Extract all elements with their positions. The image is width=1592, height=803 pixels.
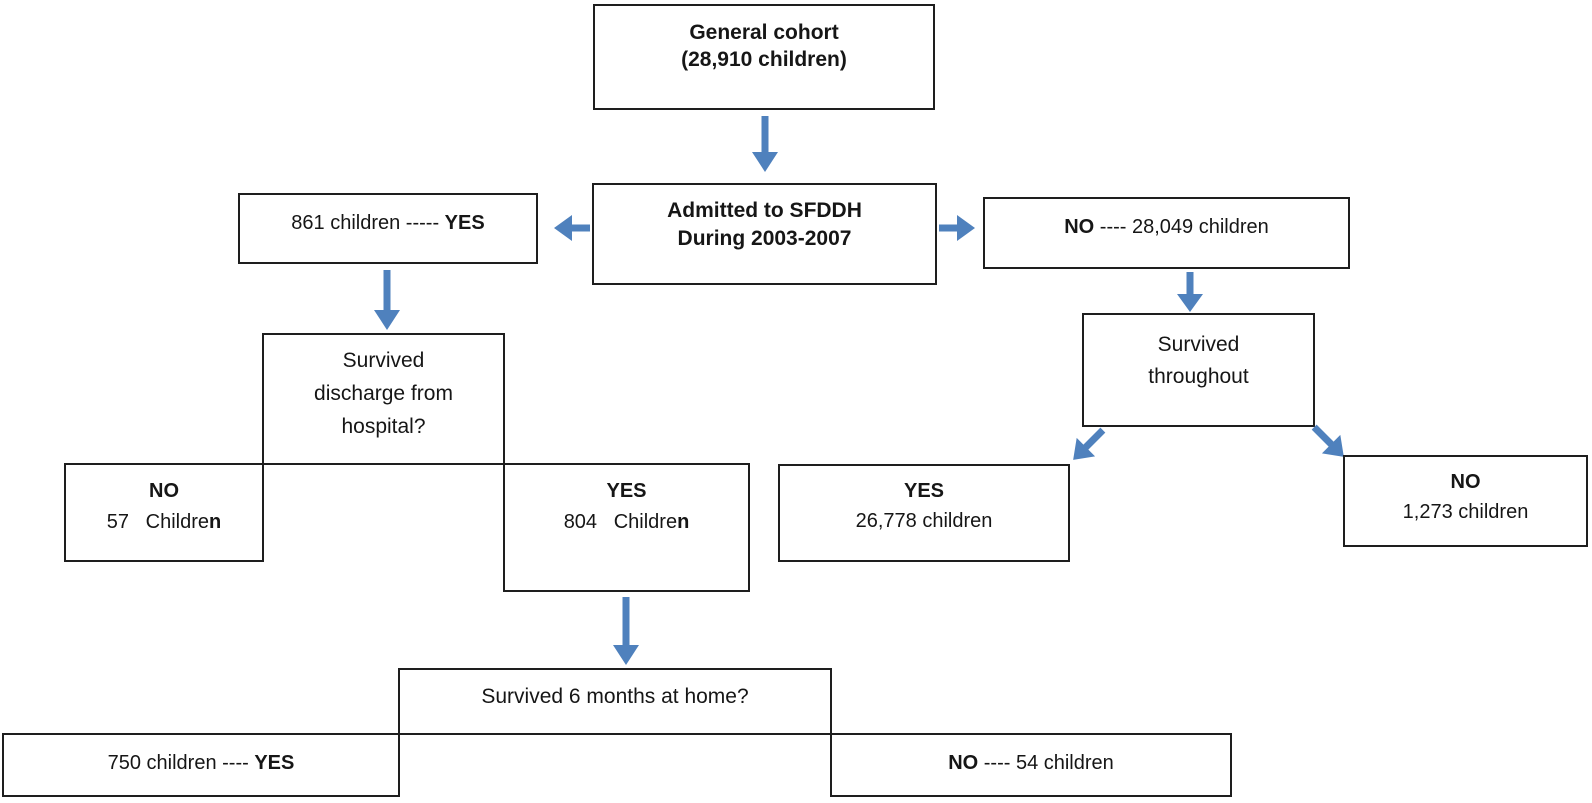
node-general-cohort: General cohort (28,910 children) [593,4,935,110]
node-text: General cohort [689,21,839,44]
arrow-admitted-to-no [939,215,975,241]
node-throughout-yes-26778: YES 26,778 children [778,464,1070,562]
node-survived-6months-question: Survived 6 months at home? [398,668,832,735]
node-text: (28,910 children) [681,48,847,71]
arrow-admitted-to-yes [554,215,590,241]
node-discharge-no-57: NO 57 Children [64,463,264,562]
verdict-text: YES [444,212,485,234]
verdict-label: YES [903,480,945,502]
arrow-yes861-to-survived-discharge [374,270,400,330]
node-throughout-no-1273: NO 1,273 children [1343,455,1588,547]
verdict-label: YES [606,480,647,502]
arrow-no28049-to-survived-throughout [1177,272,1203,312]
node-admitted-no-28049: NO ---- 28,049 children [983,197,1350,269]
node-text: Survived [1157,333,1240,356]
count-text: 861 children ----- [291,212,445,234]
count-label-bold-tail: n [209,511,222,533]
verdict-text: YES [780,476,1068,506]
verdict-text: YES [254,752,295,774]
node-text: Admitted to SFDDH [667,199,862,222]
node-survived-throughout: Survived throughout [1082,313,1315,427]
verdict-text: YES [505,476,748,507]
node-text: 861 children ----- YES [240,211,536,235]
count-text: ---- 54 children [978,752,1114,774]
verdict-label: NO [149,480,179,502]
node-text: discharge from [314,382,453,405]
arrow-throughout-to-yes [1064,421,1112,469]
node-text: Survived 6 months at home? [481,685,749,708]
verdict-text: NO [1345,467,1586,497]
node-home-yes-750: 750 children ---- YES [2,733,400,797]
node-text: throughout [1148,365,1249,388]
arrow-yes804-to-survived-6months [613,597,639,665]
count-text: 57 Children [66,507,262,538]
node-home-no-54: NO ---- 54 children [830,733,1232,797]
node-admitted-sfddh: Admitted to SFDDH During 2003-2007 [592,183,937,285]
node-text: NO ---- 28,049 children [985,215,1348,239]
count-label: 804 Childre [563,511,678,533]
node-text: NO ---- 54 children [832,751,1230,775]
node-text: 750 children ---- YES [4,751,398,775]
node-admitted-yes-861: 861 children ----- YES [238,193,538,264]
count-text: 750 children ---- [107,752,255,774]
arrow-throughout-to-no [1305,418,1353,466]
verdict-label: NO [1450,471,1481,493]
verdict-text: NO [948,752,979,774]
verdict-text: NO [66,476,262,507]
count-text: 1,273 children [1402,501,1529,523]
count-label-bold-tail: n [677,511,690,533]
count-text: 804 Children [505,507,748,538]
node-survived-discharge-question: Survived discharge from hospital? [262,333,505,465]
node-discharge-yes-804: YES 804 Children [503,463,750,592]
node-text: During 2003-2007 [677,227,852,250]
count-text: ---- 28,049 children [1094,216,1269,238]
node-text: Survived [342,349,425,372]
count-text: 26,778 children [855,510,993,532]
arrow-general-to-admitted [752,116,778,172]
count-label: 57 Childre [106,511,210,533]
node-text: hospital? [341,415,426,438]
verdict-text: NO [1064,216,1095,238]
